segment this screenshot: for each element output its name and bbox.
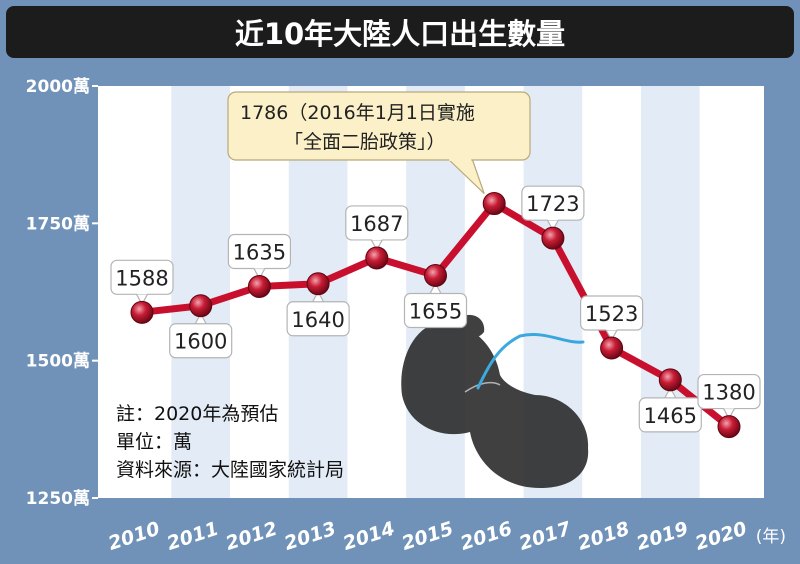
data-label: 1655 bbox=[403, 282, 468, 329]
label-box bbox=[638, 397, 702, 433]
data-point bbox=[247, 275, 271, 299]
data-point bbox=[600, 336, 624, 360]
y-tick-label: 2000萬 bbox=[26, 76, 90, 97]
data-label: 1640 bbox=[286, 290, 350, 337]
y-tick-label: 1750萬 bbox=[26, 213, 90, 234]
label-pointer-join bbox=[254, 265, 265, 269]
note-line: 單位：萬 bbox=[116, 431, 192, 453]
data-value-label: 1723 bbox=[526, 192, 579, 216]
data-point bbox=[130, 300, 154, 324]
column-stripe bbox=[171, 86, 231, 498]
data-label: 1723 bbox=[521, 185, 585, 232]
label-pointer-join bbox=[195, 324, 206, 328]
data-label: 1380 bbox=[697, 373, 761, 420]
fetus-arm-line bbox=[464, 381, 501, 393]
data-value-label: 1523 bbox=[585, 302, 638, 326]
data-label: 1635 bbox=[227, 233, 291, 280]
y-tick-label: 1500萬 bbox=[26, 351, 90, 372]
label-pointer-join bbox=[313, 302, 324, 306]
data-point bbox=[365, 246, 389, 270]
x-unit-label: (年) bbox=[756, 527, 786, 547]
label-pointer-join bbox=[371, 236, 382, 240]
fetus-body bbox=[401, 321, 589, 488]
data-label: 1523 bbox=[579, 295, 644, 342]
callout-line-1: 1786（2016年1月1日實施 bbox=[240, 102, 475, 124]
data-value-label: 1588 bbox=[115, 266, 168, 290]
data-value-label: 1380 bbox=[702, 381, 755, 405]
column-stripe bbox=[640, 86, 700, 498]
callout-pointer-join bbox=[449, 157, 472, 161]
note-line: 註：2020年為預估 bbox=[116, 403, 278, 425]
data-label: 1465 bbox=[638, 386, 702, 433]
callout-box bbox=[227, 91, 531, 161]
callout-line-2: 「全面二胎政策」） bbox=[284, 131, 446, 153]
data-point bbox=[658, 368, 682, 392]
data-point bbox=[541, 226, 565, 250]
data-label: 1588 bbox=[110, 259, 174, 306]
data-value-label: 1635 bbox=[233, 241, 286, 265]
label-pointer-join bbox=[606, 327, 617, 331]
label-pointer-join bbox=[724, 405, 734, 409]
label-box bbox=[169, 323, 233, 359]
data-label: 1600 bbox=[169, 312, 233, 359]
label-pointer-join bbox=[137, 291, 147, 295]
umbilical-cord bbox=[476, 333, 585, 390]
label-pointer-join bbox=[665, 398, 676, 402]
data-point bbox=[424, 264, 447, 288]
data-point bbox=[482, 192, 506, 216]
data-value-label: 1465 bbox=[644, 404, 697, 428]
title-bar bbox=[6, 6, 794, 58]
data-point bbox=[717, 415, 741, 439]
data-label: 1687 bbox=[345, 205, 409, 252]
label-box bbox=[286, 301, 350, 337]
data-point bbox=[189, 294, 213, 318]
label-pointer-join bbox=[430, 294, 441, 298]
label-box bbox=[403, 292, 468, 329]
label-pointer-join bbox=[547, 217, 558, 221]
data-value-label: 1687 bbox=[350, 212, 403, 236]
data-value-label: 1600 bbox=[174, 330, 227, 354]
y-tick-label: 1250萬 bbox=[26, 488, 90, 509]
data-value-label: 1640 bbox=[291, 308, 344, 332]
data-point bbox=[306, 272, 330, 296]
chart-title: 近10年大陸人口出生數量 bbox=[235, 17, 565, 51]
policy-callout: 1786（2016年1月1日實施「全面二胎政策」） bbox=[227, 91, 531, 194]
note-line: 資料來源：大陸國家統計局 bbox=[116, 459, 344, 481]
data-value-label: 1655 bbox=[409, 300, 462, 324]
